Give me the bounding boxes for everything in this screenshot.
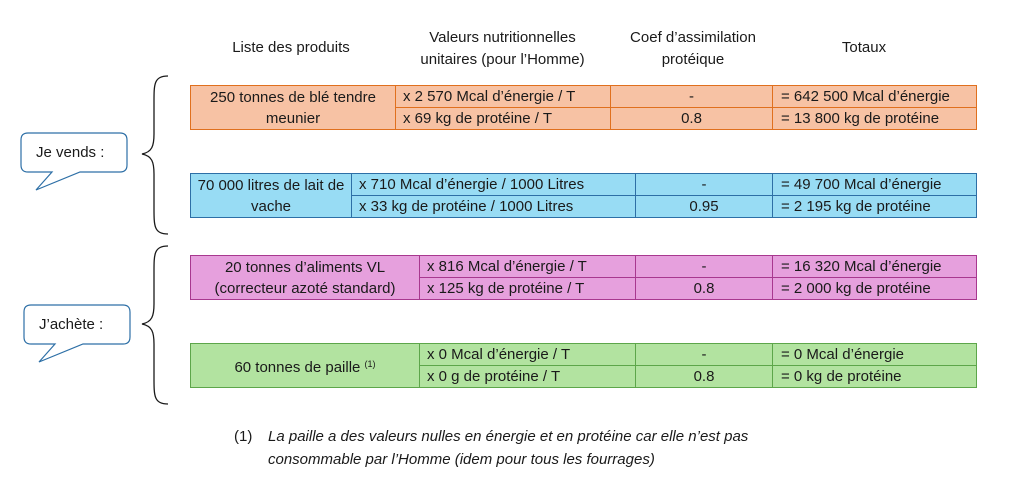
row-feed: 20 tonnes d’aliments VL (correcteur azot… (190, 255, 977, 300)
brace-sell (141, 75, 169, 235)
brace-buy (141, 245, 169, 405)
protein-total: = 2 195 kg de protéine (772, 195, 977, 218)
protein-value: x 125 kg de protéine / T (419, 277, 636, 300)
energy-coef: - (635, 173, 773, 196)
energy-total: = 49 700 Mcal d’énergie (772, 173, 977, 196)
speech-bubble-sell (20, 132, 128, 191)
energy-value: x 710 Mcal d’énergie / 1000 Litres (351, 173, 636, 196)
label-buy: J’achète : (39, 316, 104, 333)
label-sell: Je vends : (36, 144, 105, 161)
energy-total: = 16 320 Mcal d’énergie (772, 255, 977, 278)
footnote-line-1: La paille a des valeurs nulles en énergi… (268, 428, 749, 445)
energy-value: x 2 570 Mcal d’énergie / T (395, 85, 611, 108)
energy-value: x 816 Mcal d’énergie / T (419, 255, 636, 278)
row-milk: 70 000 litres de lait de vache x 710 Mca… (190, 173, 977, 218)
protein-total: = 0 kg de protéine (772, 365, 977, 388)
product-name: 20 tonnes d’aliments VL (correcteur azot… (190, 255, 420, 300)
footnote-line-2: consommable par l’Homme (idem pour tous … (268, 451, 655, 468)
header-coef-line-2: protéique (661, 51, 725, 68)
row-wheat: 250 tonnes de blé tendre meunier x 2 570… (190, 85, 977, 130)
energy-total: = 0 Mcal d’énergie (772, 343, 977, 366)
protein-coef: 0.95 (635, 195, 773, 218)
protein-coef: 0.8 (610, 107, 773, 130)
protein-value: x 0 g de protéine / T (419, 365, 636, 388)
header-nutrition: Valeurs nutritionnelles unitaires (pour … (395, 27, 610, 71)
protein-coef: 0.8 (635, 277, 773, 300)
product-name: 250 tonnes de blé tendre meunier (190, 85, 396, 130)
header-nutrition-line-1: Valeurs nutritionnelles (429, 29, 576, 46)
product-name: 70 000 litres de lait de vache (190, 173, 352, 218)
footnote-text: La paille a des valeurs nulles en énergi… (268, 425, 748, 471)
product-name: 60 tonnes de paille (234, 358, 361, 376)
energy-coef: - (635, 343, 773, 366)
energy-coef: - (610, 85, 773, 108)
product-cell: 60 tonnes de paille (1) (190, 343, 420, 388)
energy-coef: - (635, 255, 773, 278)
footnote-marker: (1) (234, 428, 253, 445)
row-straw: 60 tonnes de paille (1) x 0 Mcal d’énerg… (190, 343, 977, 388)
header-nutrition-line-2: unitaires (pour l’Homme) (420, 51, 585, 68)
header-coef: Coef d’assimilation protéique (612, 27, 774, 71)
energy-value: x 0 Mcal d’énergie / T (419, 343, 636, 366)
protein-value: x 69 kg de protéine / T (395, 107, 611, 130)
energy-total: = 642 500 Mcal d’énergie (772, 85, 977, 108)
protein-total: = 13 800 kg de protéine (772, 107, 977, 130)
footnote-ref: (1) (364, 358, 376, 369)
protein-value: x 33 kg de protéine / 1000 Litres (351, 195, 636, 218)
protein-coef: 0.8 (635, 365, 773, 388)
speech-bubble-buy (23, 304, 131, 363)
protein-total: = 2 000 kg de protéine (772, 277, 977, 300)
header-totals: Totaux (841, 39, 887, 56)
header-coef-line-1: Coef d’assimilation (630, 29, 756, 46)
header-products: Liste des produits (232, 39, 350, 56)
